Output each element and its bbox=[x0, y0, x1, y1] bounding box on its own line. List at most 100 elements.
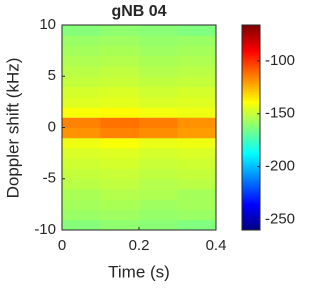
heatmap-cell bbox=[62, 127, 101, 139]
heatmap-cell bbox=[177, 55, 217, 67]
heatmap-cell bbox=[177, 209, 217, 221]
heatmap-cell bbox=[62, 66, 101, 77]
heatmap-cell bbox=[139, 25, 178, 36]
heatmap-cell bbox=[177, 86, 217, 98]
colorbar-segment bbox=[242, 107, 260, 110]
chart: gNB 04 Time (s) Doppler shift (kHz) 0 0.2… bbox=[3, 3, 295, 281]
colorbar-segment bbox=[242, 209, 260, 213]
colorbar-segment bbox=[242, 131, 260, 135]
heatmap-cell bbox=[139, 158, 178, 169]
heatmap-cell bbox=[62, 25, 101, 36]
heatmap-cell bbox=[62, 86, 101, 98]
colorbar-segment bbox=[242, 168, 260, 172]
y-tick-label: -10 bbox=[34, 221, 56, 238]
colorbar-segment bbox=[242, 102, 260, 106]
heatmap-cell bbox=[62, 76, 101, 87]
heatmap-cell bbox=[100, 25, 140, 36]
colorbar-segment bbox=[242, 63, 260, 67]
heatmap-cell bbox=[100, 66, 140, 77]
colorbar-segment bbox=[242, 88, 260, 92]
heatmap-cell bbox=[139, 96, 178, 108]
x-tick-label: 0 bbox=[58, 237, 66, 254]
heatmap-cell bbox=[100, 209, 140, 221]
heatmap-cell bbox=[100, 168, 140, 180]
colorbar-frame bbox=[241, 24, 261, 231]
colorbar-segment bbox=[242, 186, 260, 190]
colorbar-segment bbox=[242, 29, 260, 32]
heatmap-cell bbox=[100, 219, 140, 231]
colorbar-segment bbox=[242, 156, 260, 159]
colorbar-segment bbox=[242, 158, 260, 161]
colorbar-segment bbox=[242, 115, 260, 118]
heatmap-cell bbox=[177, 76, 217, 87]
colorbar-segment bbox=[242, 68, 260, 71]
colorbar-segment bbox=[242, 148, 260, 151]
heatmap-cell bbox=[177, 35, 217, 46]
y-tick-label: 10 bbox=[39, 16, 56, 33]
colorbar-segment bbox=[242, 139, 260, 143]
colorbar-segment bbox=[242, 135, 260, 139]
heatmap-cell bbox=[139, 209, 178, 221]
colorbar-segment bbox=[242, 127, 260, 131]
colorbar-segment bbox=[242, 43, 260, 46]
heatmap-cell bbox=[62, 96, 101, 108]
colorbar-segment bbox=[242, 160, 260, 163]
heatmap-cell bbox=[139, 137, 178, 149]
colorbar-segment bbox=[242, 205, 260, 208]
heatmap-cell bbox=[139, 76, 178, 87]
colorbar-segment bbox=[242, 41, 260, 44]
heatmap-cell bbox=[139, 55, 178, 67]
colorbar-segment bbox=[242, 113, 260, 116]
colorbar-segment bbox=[242, 125, 260, 128]
heatmap-cell bbox=[62, 137, 101, 149]
colorbar-segment bbox=[242, 211, 260, 215]
heatmap-cell bbox=[62, 55, 101, 67]
colorbar-segment bbox=[242, 176, 260, 180]
colorbar-segment bbox=[242, 182, 260, 186]
heatmap-cell bbox=[177, 45, 217, 57]
colorbar-segment bbox=[242, 37, 260, 40]
colorbar-segment bbox=[242, 45, 260, 49]
heatmap-cell bbox=[62, 168, 101, 180]
colorbar-segment bbox=[242, 61, 260, 65]
heatmap-cell bbox=[177, 219, 217, 231]
colorbar-segment bbox=[242, 145, 260, 149]
colorbar-segment bbox=[242, 141, 260, 145]
heatmap-cell bbox=[62, 209, 101, 221]
heatmap-cell bbox=[62, 107, 101, 118]
heatmap-cell bbox=[100, 137, 140, 149]
colorbar-segment bbox=[242, 213, 260, 217]
heatmap-cell bbox=[139, 148, 178, 159]
heatmap-cell bbox=[177, 25, 217, 36]
heatmap-cell bbox=[177, 107, 217, 118]
colorbar-tick-label: -200 bbox=[265, 158, 295, 175]
colorbar-segment bbox=[242, 215, 260, 219]
heatmap-cell bbox=[139, 127, 178, 139]
x-axis-label: Time (s) bbox=[108, 262, 170, 281]
heatmap-cell bbox=[100, 35, 140, 46]
heatmap-cell bbox=[62, 158, 101, 169]
colorbar-segment bbox=[242, 154, 260, 157]
heatmap-cell bbox=[62, 219, 101, 231]
heatmap-cell bbox=[177, 158, 217, 169]
colorbar-segment bbox=[242, 172, 260, 176]
y-tick-label: 0 bbox=[48, 118, 56, 135]
colorbar-segment bbox=[242, 227, 260, 231]
colorbar-segment bbox=[242, 143, 260, 147]
colorbar-segment bbox=[242, 90, 260, 94]
colorbar-segment bbox=[242, 225, 260, 229]
chart-title: gNB 04 bbox=[111, 3, 166, 20]
heatmap-cell bbox=[62, 35, 101, 46]
heatmap-cell bbox=[62, 45, 101, 57]
heatmap-cell bbox=[100, 148, 140, 159]
heatmap-cell bbox=[177, 66, 217, 77]
colorbar-segment bbox=[242, 191, 260, 194]
y-tick-label: 5 bbox=[48, 67, 56, 84]
colorbar-segment bbox=[242, 217, 260, 221]
colorbar-segment bbox=[242, 123, 260, 126]
y-axis-label: Doppler shift (kHz) bbox=[3, 58, 22, 199]
heatmap-cell bbox=[100, 127, 140, 139]
colorbar-segment bbox=[242, 39, 260, 42]
colorbar-segment bbox=[242, 84, 260, 87]
heatmap-cell bbox=[100, 199, 140, 210]
